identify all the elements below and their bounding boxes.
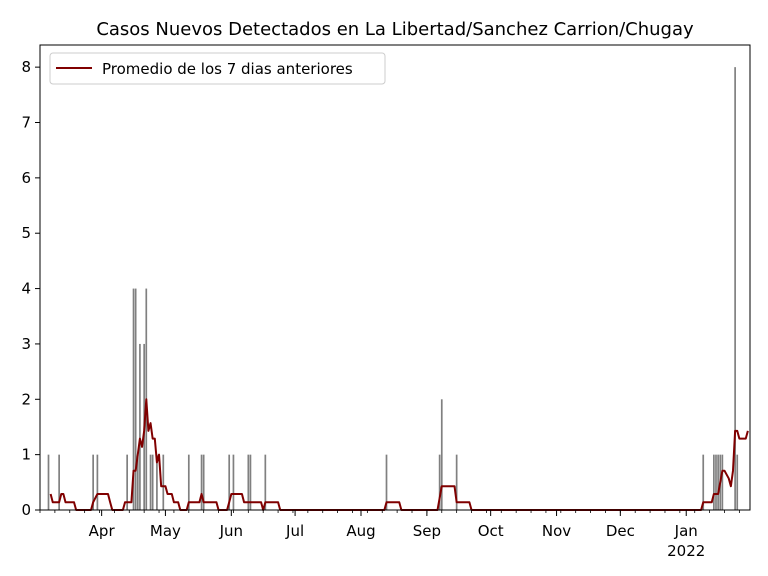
y-tick-label: 2: [21, 390, 31, 408]
y-tick-label: 4: [21, 280, 31, 298]
bar: [162, 454, 165, 510]
y-axis: 0 1 2 3 4 5 6 7 8: [21, 58, 40, 519]
bar: [200, 454, 203, 510]
bar: [92, 454, 94, 510]
bar: [126, 454, 129, 510]
bar: [438, 454, 441, 510]
bar: [736, 454, 739, 510]
x-tick-label: Apr: [89, 522, 116, 540]
x-tick-label: Oct: [478, 522, 504, 540]
bar: [264, 454, 267, 510]
x-tick-label: Jan: [674, 522, 698, 540]
chart-title: Casos Nuevos Detectados en La Libertad/S…: [96, 19, 694, 40]
bar: [47, 454, 50, 510]
bar: [132, 288, 135, 510]
x-axis: Apr May Jun Jul Aug Sep Oct Nov Dec Jan 2022: [39, 510, 740, 560]
plot-frame: [39, 44, 751, 511]
legend-box: [49, 52, 386, 85]
x-tick-year-label: 2022: [667, 542, 705, 560]
x-tick-label: Dec: [606, 522, 635, 540]
bar: [232, 454, 235, 510]
bar: [228, 454, 231, 510]
y-tick-label: 7: [21, 114, 31, 132]
bar: [713, 454, 715, 510]
y-tick-label: 5: [21, 224, 31, 242]
bar: [702, 454, 705, 510]
x-tick-label: Aug: [346, 522, 375, 540]
y-tick-label: 6: [21, 169, 31, 187]
bar: [139, 343, 141, 510]
y-tick-label: 3: [21, 335, 31, 353]
bar: [149, 454, 152, 510]
bar: [151, 454, 154, 510]
bar: [717, 454, 719, 510]
y-tick-label: 1: [21, 446, 31, 464]
legend: Promedio de los 7 dias anteriores: [49, 52, 386, 85]
y-tick-label: 0: [21, 501, 31, 519]
x-tick-label: Jul: [285, 522, 304, 540]
x-tick-label: Sep: [413, 522, 441, 540]
bar: [136, 454, 139, 510]
bar: [440, 399, 443, 510]
bar: [96, 454, 99, 510]
bar: [134, 288, 137, 510]
bar: [721, 454, 724, 510]
bar: [202, 454, 205, 510]
legend-label: Promedio de los 7 dias anteriores: [102, 60, 353, 78]
y-tick-label: 8: [21, 58, 31, 76]
bar: [734, 67, 736, 511]
bar: [156, 454, 158, 510]
bar: [385, 454, 388, 510]
bar: [58, 454, 60, 510]
bar: [249, 454, 252, 510]
x-tick-label: May: [150, 522, 181, 540]
bar: [247, 454, 250, 510]
bar: [187, 454, 190, 510]
bar: [715, 454, 717, 510]
x-tick-label: Jun: [219, 522, 243, 540]
x-tick-label: Nov: [542, 522, 571, 540]
bar: [455, 454, 458, 510]
